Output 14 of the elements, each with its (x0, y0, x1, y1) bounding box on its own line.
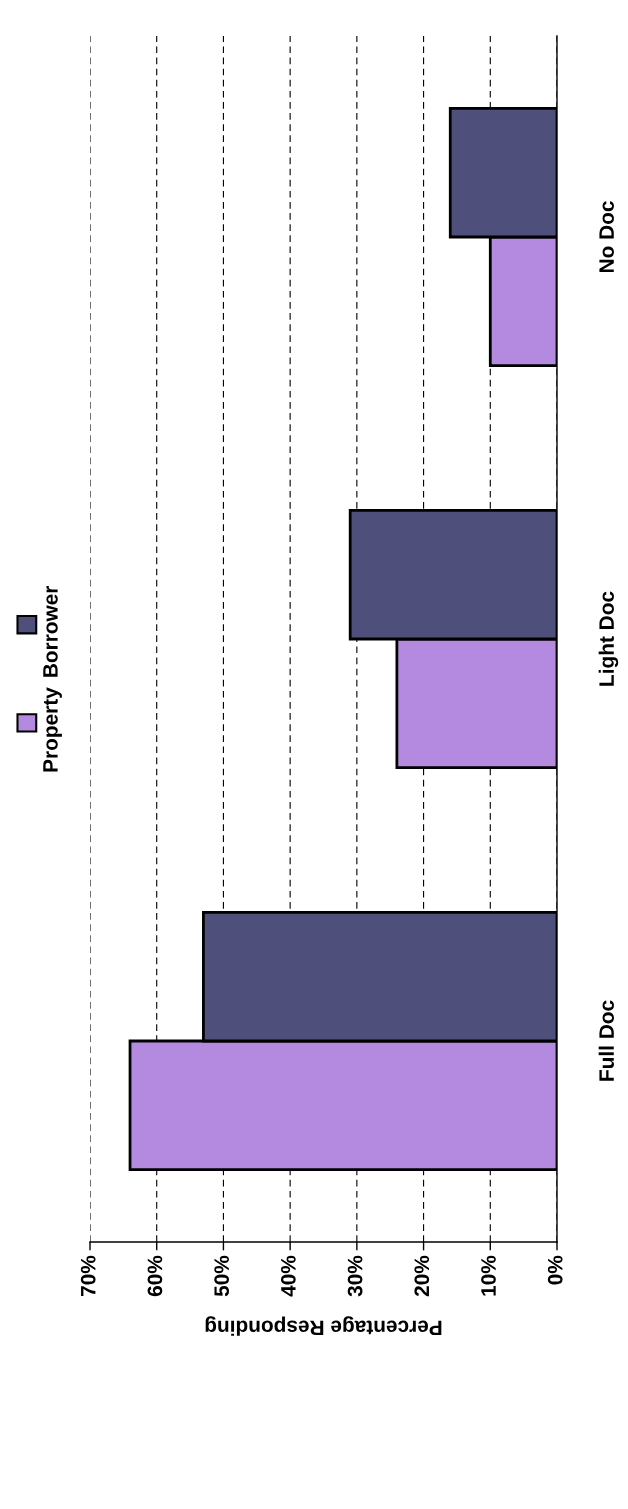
y-tick-label: Full Doc (598, 1000, 614, 1081)
x-tick-label: 20% (414, 1255, 430, 1297)
x-tick-label: 0% (547, 1255, 563, 1285)
legend-label: Property (43, 687, 62, 772)
y-tick-label: Light Doc (598, 591, 619, 686)
legend-label: Borrower (43, 585, 58, 677)
x-tick-label: 30% (347, 1255, 363, 1297)
x-tick-label: 60% (147, 1255, 163, 1297)
y-tick-label: No Doc (599, 201, 614, 273)
x-tick-label: 40% (280, 1255, 296, 1297)
x-tick-label: 50% (214, 1255, 230, 1297)
x-tick-label: 70% (80, 1255, 96, 1296)
x-axis-title: Percentage Responding (205, 1316, 442, 1336)
x-tick-label: 10% (481, 1255, 496, 1296)
